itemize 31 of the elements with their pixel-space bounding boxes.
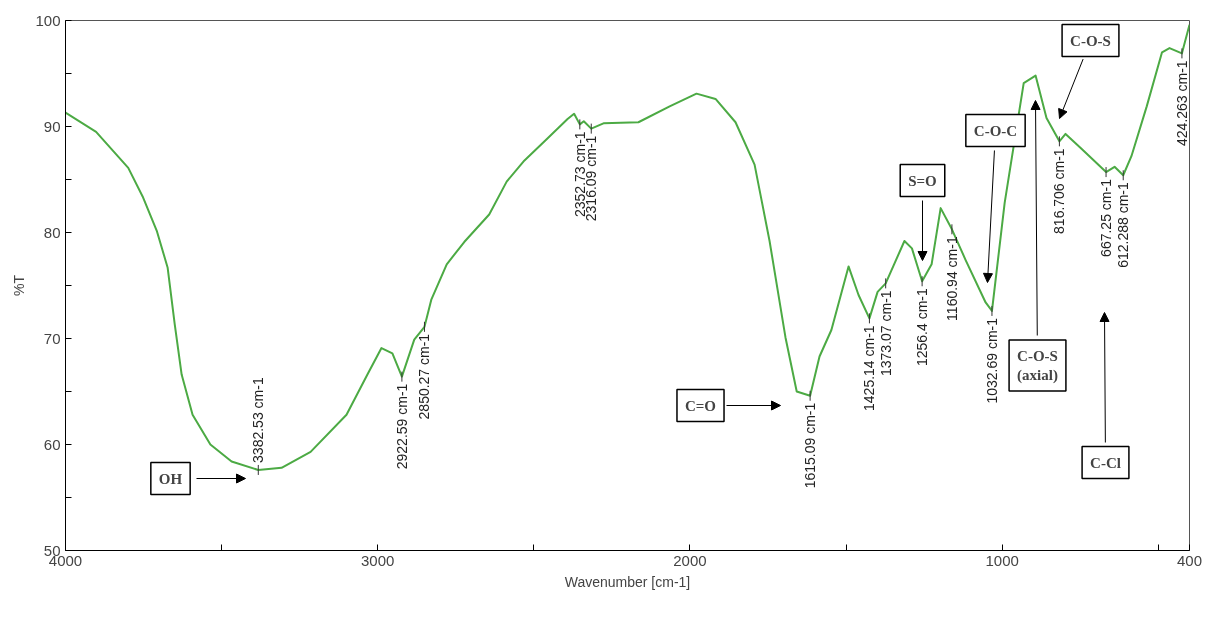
annotation: C-O-C [973,122,1018,139]
annotation: C-Cl [1090,454,1121,471]
annotation: 1615.09 cm-1 [802,402,819,489]
x-tick-label: 2000 [673,551,707,569]
y-tick-label: 60 [43,435,61,453]
annotation: 424.263 cm-1 [1173,60,1190,146]
y-tick-label: 90 [43,117,61,135]
annotation: 1425.14 cm-1 [861,325,878,411]
annotation: C=O [684,397,717,414]
x-tick-label: 3000 [361,551,395,569]
annotation: 816.706 cm-1 [1051,148,1068,234]
annotation: 612.288 cm-1 [1115,182,1132,268]
annotation: 1160.94 cm-1 [943,236,960,321]
annotation: OH [158,470,183,487]
annotation: 3382.53 cm-1 [250,377,267,463]
annotation: 667.25 cm-1 [1098,178,1115,257]
y-tick-label: 100 [35,11,61,29]
annotation: 1373.07 cm-1 [877,290,894,376]
annotation: 1256.4 cm-1 [914,288,931,367]
annotation: 2922.59 cm-1 [393,383,410,470]
annotation: 2850.27 cm-1 [416,333,433,420]
annotation: C-O-S (axial) [1017,347,1058,385]
x-axis-title: Wavenumber [cm-1] [564,573,691,590]
x-tick-label: 1000 [985,551,1019,569]
annotation: S=O [908,172,937,189]
y-tick-label: 80 [43,223,61,241]
annotation: 1032.69 cm-1 [983,317,1000,404]
y-axis-title: %T [11,274,28,296]
x-tick-label: 400 [1176,551,1203,569]
y-tick-label: 70 [43,329,61,347]
annotation: C-O-S [1070,32,1111,49]
